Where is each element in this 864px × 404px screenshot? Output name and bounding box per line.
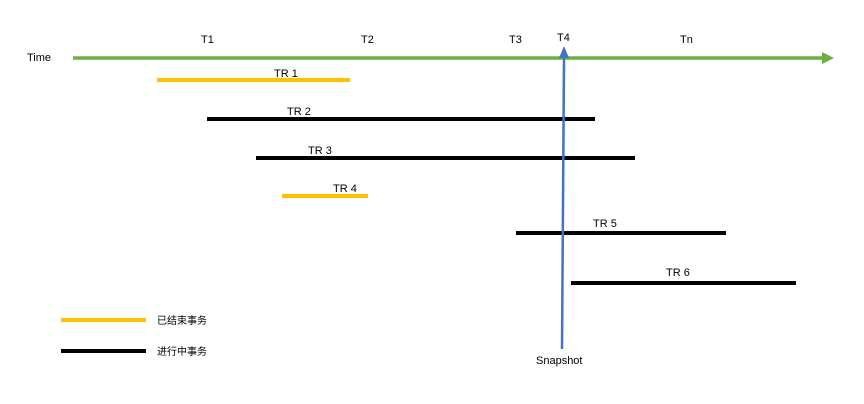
time-marker-tn: Tn [680, 34, 693, 46]
snapshot-arrowhead [559, 46, 569, 58]
time-marker-t1: T1 [201, 34, 214, 46]
snapshot-line [560, 57, 566, 350]
time-axis: Time [27, 52, 834, 64]
transaction-label-tr3: TR 3 [308, 145, 332, 157]
legend-active-label: 进行中事务 [157, 345, 207, 358]
time-marker-t2: T2 [361, 34, 374, 46]
snapshot-marker: Snapshot [536, 46, 582, 367]
time-markers: T1 T2 T3 T4 Tn [201, 32, 693, 46]
transactions: TR 1 TR 2 TR 3 TR 4 TR 5 TR 6 [157, 68, 796, 285]
transaction-label-tr5: TR 5 [593, 218, 617, 230]
snapshot-label: Snapshot [536, 355, 582, 367]
transaction-label-tr1: TR 1 [274, 68, 298, 80]
time-axis-arrowhead [822, 52, 834, 64]
time-marker-t4: T4 [557, 32, 570, 44]
legend-ended-label: 已结束事务 [157, 314, 207, 327]
transaction-label-tr2: TR 2 [287, 106, 311, 118]
time-axis-label: Time [27, 52, 51, 64]
time-marker-t3: T3 [509, 34, 522, 46]
transaction-label-tr4: TR 4 [333, 183, 357, 195]
transaction-label-tr6: TR 6 [666, 267, 690, 279]
legend: 已结束事务 进行中事务 [61, 314, 207, 358]
